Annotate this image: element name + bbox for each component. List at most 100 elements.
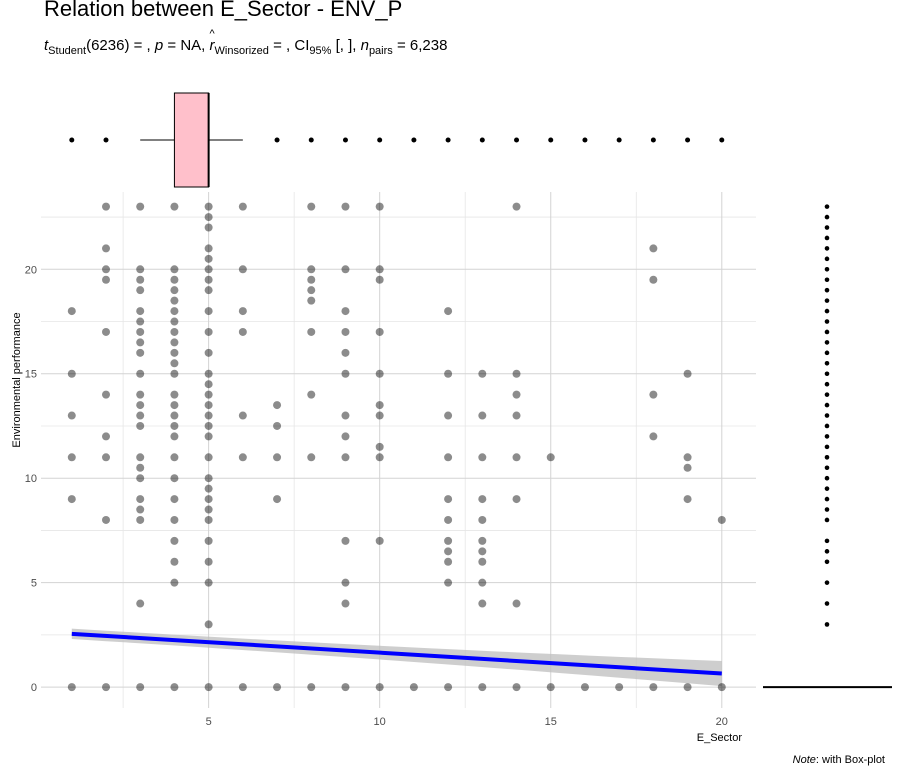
data-points xyxy=(67,202,726,692)
data-point xyxy=(170,401,179,410)
data-point xyxy=(341,202,350,211)
data-point xyxy=(444,495,453,504)
data-point xyxy=(615,683,624,692)
data-point xyxy=(341,599,350,608)
y-box-outlier xyxy=(824,444,830,450)
x-box xyxy=(173,92,210,188)
data-point xyxy=(341,432,350,441)
chart-subtitle: tStudent(6236) = , p = NA, r ^ Winsorized … xyxy=(44,28,447,57)
y-box-outlier xyxy=(824,538,830,544)
data-point xyxy=(341,578,350,587)
data-point xyxy=(136,421,145,430)
data-point xyxy=(170,338,179,347)
data-point xyxy=(170,495,179,504)
data-point xyxy=(204,380,213,389)
y-box-outlier xyxy=(824,455,830,460)
data-point xyxy=(170,390,179,399)
data-point xyxy=(478,683,487,692)
x-box-outlier xyxy=(514,137,520,143)
axis-ticks: 5 10 15 20 0 5 10 15 20 xyxy=(25,264,728,728)
ci-band xyxy=(71,628,722,687)
data-point xyxy=(273,453,282,462)
t-label: t xyxy=(44,37,49,54)
data-point xyxy=(170,317,179,326)
data-point xyxy=(102,683,110,692)
data-point xyxy=(170,453,179,462)
data-point xyxy=(204,515,213,524)
data-point xyxy=(170,327,179,336)
data-point xyxy=(546,683,555,692)
y-box-outlier xyxy=(824,423,830,429)
n-label: n xyxy=(360,37,369,54)
regression-line-path xyxy=(71,631,722,676)
x-box-outlier xyxy=(479,137,485,143)
data-point xyxy=(238,307,247,316)
data-point xyxy=(136,307,145,316)
data-point xyxy=(307,327,316,336)
data-point xyxy=(512,369,521,378)
x-box-outlier xyxy=(411,137,417,143)
y-box-outlier xyxy=(824,329,830,335)
note-text: : with Box-plot xyxy=(815,754,885,766)
data-point xyxy=(444,557,453,566)
data-point xyxy=(204,474,213,483)
data-point xyxy=(170,411,179,420)
data-point xyxy=(170,348,179,357)
ci-sub: 95% xyxy=(309,45,332,57)
data-point xyxy=(170,265,179,274)
grid-lines xyxy=(41,192,756,708)
y-tick-label: 20 xyxy=(25,264,37,276)
data-point xyxy=(136,401,145,410)
ci-label: CI xyxy=(294,37,310,54)
data-point xyxy=(649,390,658,399)
data-point xyxy=(170,296,179,305)
data-point xyxy=(307,453,316,462)
note-label: Note xyxy=(792,754,816,766)
y-box-outlier xyxy=(824,225,830,230)
data-point xyxy=(136,338,145,347)
data-point xyxy=(204,369,213,378)
x-box-outlier xyxy=(685,137,691,143)
data-point xyxy=(170,474,179,483)
data-point xyxy=(512,411,521,420)
t-sub: Student xyxy=(48,45,87,57)
data-point xyxy=(307,296,316,305)
data-point xyxy=(238,327,247,336)
data-point xyxy=(444,411,453,420)
y-box-outlier xyxy=(824,496,830,502)
data-point xyxy=(375,327,384,336)
data-point xyxy=(67,495,76,504)
data-point xyxy=(512,495,521,504)
data-point xyxy=(546,453,555,462)
chart-title: Relation between E_Sector - ENV_P xyxy=(44,0,403,21)
data-point xyxy=(375,202,384,211)
data-point xyxy=(67,411,76,420)
data-point xyxy=(204,265,213,274)
data-point xyxy=(102,515,110,524)
data-point xyxy=(307,275,316,284)
x-axis-label: E_Sector xyxy=(697,732,743,744)
t-df: (6236) = , xyxy=(86,37,151,54)
y-box-outlier xyxy=(824,287,830,293)
data-point xyxy=(478,536,487,545)
data-point xyxy=(170,359,179,368)
y-box-outlier xyxy=(824,246,830,251)
data-point xyxy=(204,505,213,514)
p-label: p xyxy=(154,37,164,54)
x-box-outlier xyxy=(308,137,314,143)
data-point xyxy=(341,411,350,420)
data-point xyxy=(170,432,179,441)
data-point xyxy=(204,411,213,420)
data-point xyxy=(649,432,658,441)
data-point xyxy=(273,421,282,430)
ci-value: [, ], xyxy=(335,37,357,54)
y-box-outlier xyxy=(824,486,830,491)
data-point xyxy=(512,453,521,462)
data-point xyxy=(478,453,487,462)
x-tick-label: 10 xyxy=(374,716,386,728)
data-point xyxy=(170,421,179,430)
x-box-outlier xyxy=(582,137,588,143)
data-point xyxy=(170,578,179,587)
y-box-outlier xyxy=(824,319,830,324)
